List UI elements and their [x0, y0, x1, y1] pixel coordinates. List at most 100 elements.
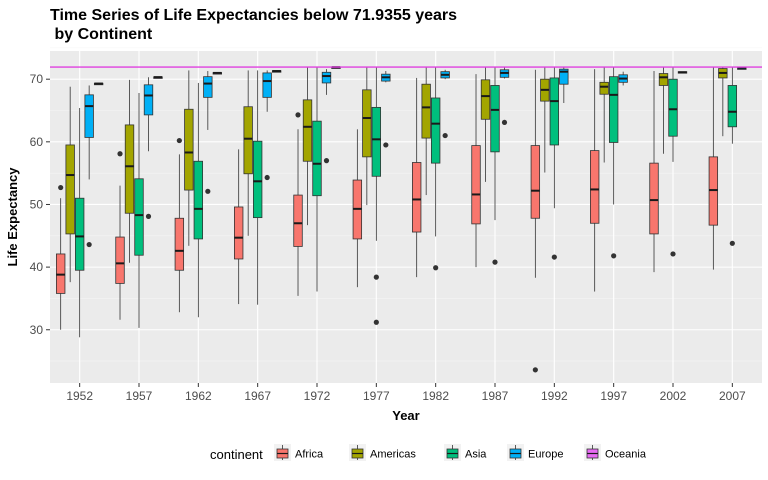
box-africa-2007	[708, 67, 719, 270]
box-iqr	[84, 94, 94, 138]
box-africa-1977	[352, 129, 363, 288]
plot-panel	[50, 51, 762, 383]
box-europe-1997	[618, 71, 628, 86]
box-iqr	[193, 160, 204, 240]
box-americas-1982	[421, 67, 431, 196]
box-americas-1972	[302, 67, 313, 226]
box-iqr	[658, 73, 669, 86]
x-tick-label: 1977	[363, 389, 390, 403]
box-europe-1982	[440, 69, 450, 139]
y-tick-label: 50	[30, 197, 44, 211]
box-iqr	[430, 97, 441, 164]
box-africa-1987	[471, 74, 481, 268]
outlier-point	[492, 259, 498, 265]
box-iqr	[599, 81, 609, 95]
box-americas-2002	[658, 67, 669, 154]
box-asia-1967	[252, 70, 263, 305]
box-africa-1972	[293, 112, 303, 296]
box-iqr	[74, 197, 85, 271]
outlier-point	[442, 132, 448, 139]
box-iqr	[174, 217, 185, 271]
box-iqr	[65, 144, 75, 235]
y-axis: 30 40 50 60 70	[30, 72, 50, 337]
box-asia-1997	[608, 67, 619, 259]
box-iqr	[312, 120, 322, 197]
box-asia-1972	[312, 67, 322, 292]
outlier-point	[264, 174, 270, 181]
box-iqr	[293, 194, 303, 247]
grid-minor	[50, 47, 762, 362]
legend: continent Africa Americas Asia Europe Oceania	[210, 444, 647, 462]
y-tick-label: 70	[30, 72, 44, 86]
x-tick-label: 2002	[660, 389, 687, 403]
outlier-point	[501, 119, 508, 126]
box-iqr	[471, 145, 481, 225]
box-iqr	[412, 162, 422, 233]
box-iqr	[649, 162, 659, 235]
y-axis-title: Life Expectancy	[5, 167, 20, 267]
box-asia-1962	[193, 82, 204, 318]
legend-item-asia: Asia	[444, 444, 487, 461]
outlier-point	[176, 137, 182, 144]
boxplots	[56, 66, 747, 373]
box-iqr	[480, 79, 491, 120]
box-iqr	[668, 78, 678, 137]
legend-label: Oceania	[605, 449, 647, 461]
outlier-point	[729, 240, 735, 246]
box-iqr	[262, 72, 272, 98]
box-americas-1997	[599, 67, 609, 163]
box-oceania-1967	[271, 70, 282, 73]
chart-title: Time Series of Life Expectancies below 7…	[50, 7, 458, 43]
outlier-point	[58, 184, 64, 191]
box-africa-1962	[174, 137, 185, 313]
box-europe-1992	[559, 67, 569, 103]
legend-label: Americas	[370, 449, 416, 461]
box-iqr	[549, 77, 560, 146]
x-tick-label: 1987	[482, 389, 509, 403]
box-iqr	[134, 178, 144, 256]
box-iqr	[490, 85, 500, 153]
x-tick-label: 1997	[600, 389, 627, 403]
box-asia-1957	[134, 92, 144, 328]
box-iqr	[234, 206, 244, 260]
x-axis-title: Year	[392, 408, 419, 423]
box-oceania-1957	[153, 76, 163, 79]
box-africa-1997	[590, 69, 600, 292]
box-europe-1972	[321, 69, 332, 164]
legend-label: Europe	[528, 449, 563, 461]
outlier-point	[532, 367, 538, 373]
legend-item-africa: Africa	[274, 444, 324, 461]
x-tick-label: 1952	[66, 389, 93, 403]
box-iqr	[727, 85, 738, 128]
box-asia-1992	[549, 67, 560, 260]
box-iqr	[184, 108, 194, 191]
box-iqr	[590, 150, 600, 224]
outlier-point	[670, 251, 676, 257]
box-iqr	[371, 106, 382, 177]
box-iqr	[608, 76, 619, 143]
legend-item-oceania: Oceania	[584, 444, 647, 461]
box-iqr	[243, 106, 253, 175]
outlier-point	[373, 274, 379, 280]
outlier-point	[373, 319, 379, 325]
legend-item-americas: Americas	[349, 444, 416, 461]
box-iqr	[143, 84, 154, 116]
box-asia-2007	[727, 67, 738, 246]
box-africa-2002	[649, 71, 659, 273]
box-iqr	[362, 89, 372, 158]
box-americas-1957	[124, 79, 135, 263]
x-tick-label: 2007	[719, 389, 746, 403]
box-oceania-1952	[93, 82, 104, 86]
box-iqr	[302, 99, 313, 162]
box-iqr	[124, 124, 135, 214]
box-africa-1957	[115, 151, 125, 320]
box-europe-1952	[84, 85, 94, 248]
box-africa-1967	[234, 149, 244, 305]
x-tick-label: 1967	[244, 389, 271, 403]
legend-item-europe: Europe	[507, 444, 563, 461]
outlier-point	[86, 241, 92, 248]
box-europe-1962	[203, 71, 213, 194]
x-tick-label: 1972	[304, 389, 331, 403]
outlier-point	[323, 158, 330, 164]
